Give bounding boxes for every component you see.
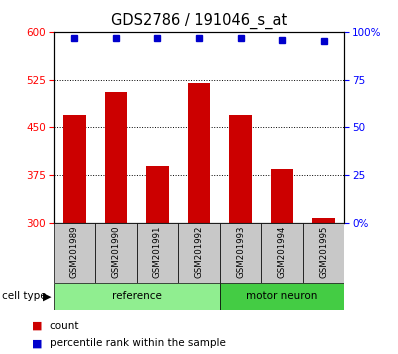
Text: percentile rank within the sample: percentile rank within the sample [50,338,226,348]
Text: GSM201990: GSM201990 [111,225,121,278]
Text: ■: ■ [32,321,42,331]
Text: GSM201992: GSM201992 [195,225,203,278]
Text: motor neuron: motor neuron [246,291,318,302]
Text: count: count [50,321,79,331]
Bar [146,166,169,223]
Text: reference: reference [112,291,162,302]
Bar [63,115,86,223]
Text: GSM201995: GSM201995 [319,225,328,278]
Text: GDS2786 / 191046_s_at: GDS2786 / 191046_s_at [111,12,287,29]
Text: GSM201993: GSM201993 [236,225,245,278]
Text: GSM201994: GSM201994 [277,225,287,278]
Text: GSM201989: GSM201989 [70,225,79,278]
Bar [303,223,344,283]
Text: cell type: cell type [2,291,47,302]
Text: GSM201991: GSM201991 [153,225,162,278]
Bar [220,283,344,310]
Text: ▶: ▶ [43,291,51,302]
Bar [271,169,293,223]
Bar [54,223,95,283]
Bar [54,283,220,310]
Bar [312,218,335,223]
Bar [95,223,137,283]
Bar [229,115,252,223]
Bar [261,223,303,283]
Bar [187,83,211,223]
Bar [178,223,220,283]
Bar [220,223,261,283]
Text: ■: ■ [32,338,42,348]
Bar [137,223,178,283]
Bar [105,92,127,223]
